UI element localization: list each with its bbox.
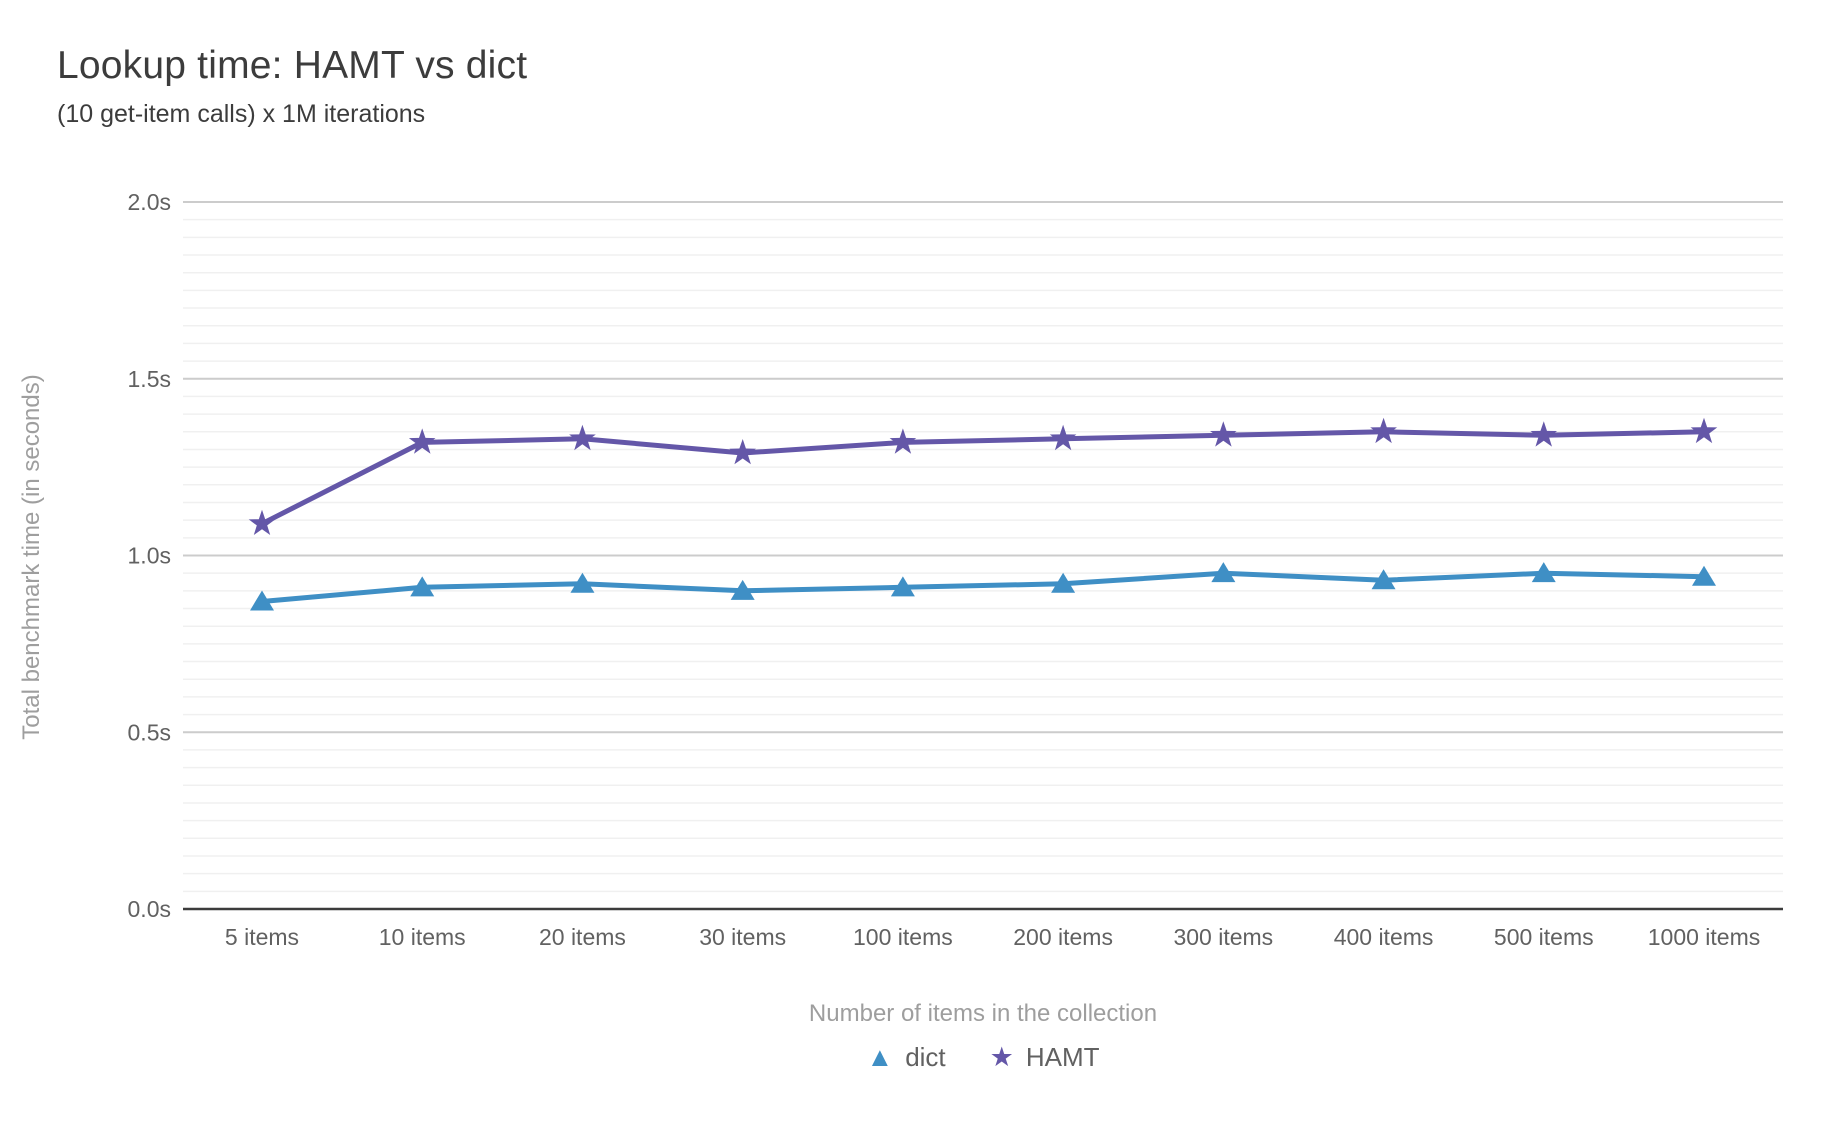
y-tick-label: 1.0s <box>128 543 171 569</box>
x-axis-title: Number of items in the collection <box>808 1000 1158 1027</box>
data-point-marker-HAMT <box>1530 421 1558 447</box>
data-point-marker-HAMT <box>408 428 436 454</box>
x-tick-label: 5 items <box>225 924 299 950</box>
data-point-marker-dict <box>570 572 595 593</box>
chart-title: Lookup time: HAMT vs dict <box>57 44 528 87</box>
data-point-marker-dict <box>1692 565 1716 586</box>
x-tick-label: 10 items <box>379 924 466 950</box>
data-point-marker-dict <box>890 576 915 597</box>
legend-item-hamt[interactable]: ★ HAMT <box>990 1042 1100 1073</box>
data-point-marker-HAMT <box>1049 424 1077 451</box>
x-tick-label: 400 items <box>1334 924 1434 950</box>
data-point-marker-dict <box>1051 572 1076 593</box>
data-point-marker-HAMT <box>1370 417 1397 444</box>
dict-line <box>259 570 1707 604</box>
data-point-marker-HAMT <box>569 424 596 451</box>
chart-legend: ▲ dict ★ HAMT <box>183 1042 1783 1073</box>
data-point-marker-dict <box>1371 569 1396 590</box>
data-point-marker-HAMT <box>1210 421 1237 447</box>
x-tick-label: 1000 items <box>1648 924 1761 950</box>
y-axis-title: Total benchmark time (in seconds) <box>18 374 45 740</box>
x-tick-label: 100 items <box>853 924 953 950</box>
x-tick-label: 300 items <box>1173 924 1273 950</box>
data-point-marker-HAMT <box>889 428 917 454</box>
data-point-marker-dict <box>1211 562 1236 583</box>
data-point-marker-dict <box>1531 562 1556 583</box>
x-tick-label: 200 items <box>1013 924 1113 950</box>
data-point-marker-dict <box>730 579 755 600</box>
data-point-marker-dict <box>410 576 435 597</box>
legend-label-dict: dict <box>905 1042 946 1072</box>
y-tick-label: 2.0s <box>128 189 171 215</box>
y-tick-label: 0.0s <box>128 896 171 922</box>
x-tick-label: 30 items <box>699 924 786 950</box>
x-tick-label: 20 items <box>539 924 626 950</box>
HAMT-line <box>259 429 1707 527</box>
legend-label-hamt: HAMT <box>1025 1042 1100 1072</box>
y-tick-label: 0.5s <box>128 719 171 745</box>
triangle-marker-icon: ▲ <box>866 1042 894 1072</box>
x-tick-label: 500 items <box>1494 924 1594 950</box>
data-point-marker-HAMT <box>1690 417 1718 444</box>
legend-item-dict[interactable]: ▲ dict <box>866 1042 945 1073</box>
data-point-marker-HAMT <box>248 509 276 535</box>
chart-subtitle: (10 get-item calls) x 1M iterations <box>57 100 426 128</box>
data-point-marker-HAMT <box>729 439 756 465</box>
star-marker-icon: ★ <box>989 1042 1014 1072</box>
data-point-marker-dict <box>250 590 274 611</box>
y-tick-label: 1.5s <box>128 366 171 392</box>
